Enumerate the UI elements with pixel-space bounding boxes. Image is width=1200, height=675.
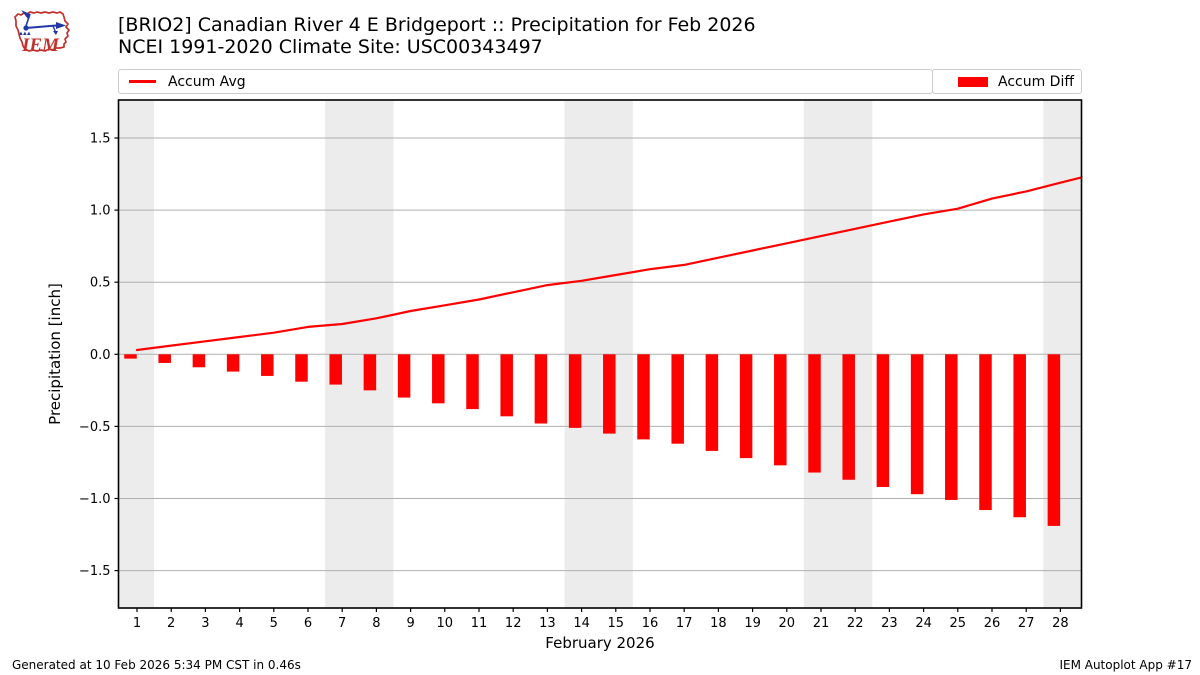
y-axis-title: Precipitation [inch] [46,283,64,425]
x-tick-label: 12 [505,616,522,631]
chart-title-block: [BRIO2] Canadian River 4 E Bridgeport ::… [118,14,756,58]
accum-diff-bar [363,354,377,391]
x-tick-label: 19 [744,616,761,631]
accum-diff-bar [192,354,206,368]
generated-timestamp: Generated at 10 Feb 2026 5:34 PM CST in … [12,658,301,672]
x-tick-label: 5 [270,616,278,631]
accum-diff-bar [466,354,479,410]
accum-diff-bar [158,354,171,363]
x-tick-label: 4 [235,616,243,631]
accum-diff-bar [945,354,958,500]
x-tick-label: 15 [608,616,625,631]
x-tick-label: 22 [847,616,864,631]
accum-diff-bar [397,354,411,398]
y-tick-label: −1.5 [79,564,111,579]
y-tick-label: −1.0 [79,492,111,507]
accum-avg-line [135,176,1083,352]
accum-diff-bar [842,354,855,480]
y-tick-label: 0.0 [90,348,111,363]
legend-label-accum-diff: Accum Diff [998,73,1075,90]
x-tick-label: 8 [372,616,380,631]
y-tick-label: −0.5 [79,420,111,435]
accum-diff-bar [1047,354,1061,526]
accum-diff-bar [500,354,513,417]
x-tick-label: 26 [984,616,1001,631]
accum-diff-bar [226,354,240,372]
x-tick-label: 6 [304,616,312,631]
accum-diff-bar [1013,354,1026,518]
accum-diff-bar [124,354,137,359]
x-tick-label: 28 [1052,616,1069,631]
accum-diff-bar [603,354,616,434]
x-tick-label: 1 [133,616,141,631]
y-tick-label: 1.5 [90,132,111,147]
x-tick-label: 14 [573,616,590,631]
x-tick-label: 2 [167,616,175,631]
chart-title: [BRIO2] Canadian River 4 E Bridgeport ::… [118,14,756,36]
legend-box-accum-avg: Accum Avg [118,69,933,94]
x-tick-label: 10 [437,616,454,631]
legend-label-accum-avg: Accum Avg [168,73,246,90]
x-tick-label: 21 [813,616,830,631]
iowa-outline [14,11,70,52]
accum-diff-bar [261,354,274,376]
accum-diff-bar [979,354,992,511]
legend-box-accum-diff: Accum Diff [932,69,1082,94]
accum-diff-bar [774,354,787,466]
x-tick-label: 7 [338,616,346,631]
y-tick-label: 0.5 [90,276,111,291]
accum-diff-bar [671,354,684,444]
accum-avg-line-swatch [129,80,156,83]
x-tick-label: 3 [201,616,209,631]
x-tick-label: 23 [881,616,898,631]
weather-vane-icon [19,10,66,35]
accum-diff-bar [705,354,719,451]
accum-diff-bar [910,354,924,495]
app-credit: IEM Autoplot App #17 [1059,658,1192,672]
accum-diff-bar [534,354,548,424]
x-tick-label: 25 [950,616,967,631]
x-tick-label: 18 [710,616,727,631]
accum-diff-bar [432,354,445,404]
accum-diff-bar [637,354,650,440]
x-tick-label: 27 [1018,616,1035,631]
y-tick-label: 1.0 [90,204,111,219]
x-tick-label: 20 [779,616,796,631]
accum-diff-bar [568,354,582,428]
accum-diff-patch-swatch [958,76,988,87]
x-axis-title: February 2026 [545,634,654,652]
iem-logo: IEM [14,10,70,56]
x-tick-label: 17 [676,616,693,631]
chart-subtitle: NCEI 1991-2020 Climate Site: USC00343497 [118,36,543,58]
x-tick-label: 11 [471,616,488,631]
accum-diff-bar [876,354,890,487]
accum-diff-bar [329,354,342,385]
x-tick-label: 24 [915,616,932,631]
x-tick-label: 16 [642,616,659,631]
x-tick-label: 9 [406,616,414,631]
accum-diff-bar [739,354,753,459]
accum-diff-bar [808,354,821,473]
iem-logo-text: IEM [21,35,60,56]
x-tick-label: 13 [539,616,556,631]
accum-diff-bar [295,354,308,382]
